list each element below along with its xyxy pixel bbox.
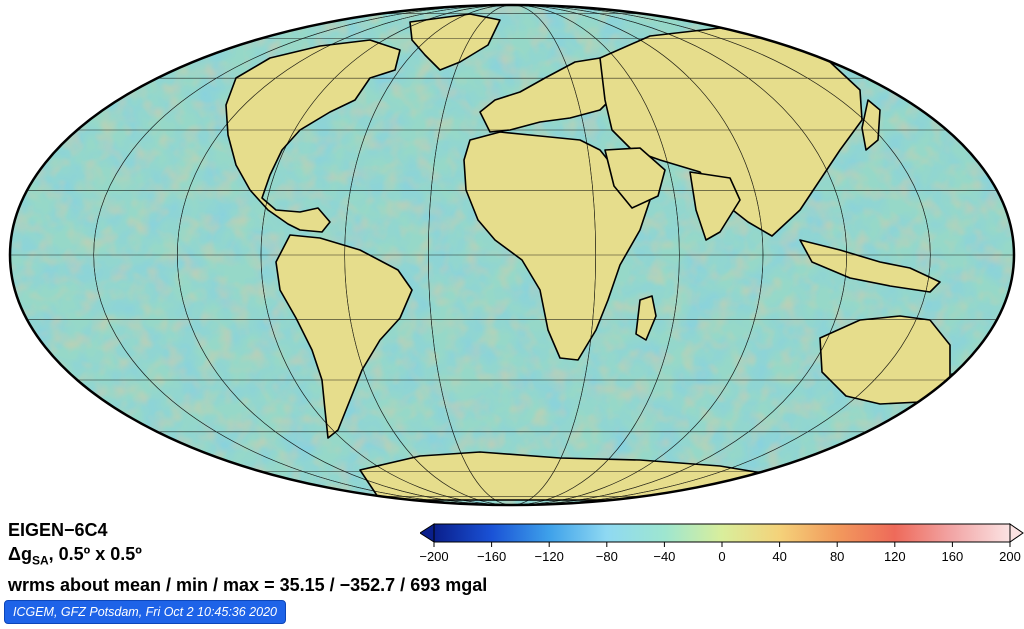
india [689,171,741,241]
madagascar [635,295,657,341]
resolution: , 0.5º x 0.5º [48,544,142,564]
colorbar-tick-label: 80 [830,549,844,564]
quantity-symbol: Δg [8,544,32,564]
quantity-line: ΔgSA, 0.5º x 0.5º [8,542,487,573]
colorbar-low-arrow [420,523,435,543]
north-america [225,39,401,233]
statistics: wrms about mean / min / max = 35.15 / −3… [8,574,488,595]
colorbar-high-arrow [1009,523,1024,543]
colorbar-ticks: −200 −160 −120 −80 −40 0 40 80 120 160 200 [420,542,1021,564]
colorbar-tick-label: −160 [477,549,506,564]
colorbar-tick-label: −120 [535,549,564,564]
colorbar-tick-label: 40 [772,549,786,564]
colorbar-tick-label: 160 [942,549,964,564]
colorbar-tick-label: −40 [653,549,675,564]
colorbar-tick-label: 120 [884,549,906,564]
colorbar-tick-label: 200 [999,549,1021,564]
greenland [409,13,501,71]
quantity-subscript: SA [31,553,49,568]
indonesia [799,239,941,293]
info-block: EIGEN−6C4 ΔgSA, 0.5º x 0.5º wrms about m… [8,518,487,597]
colorbar: −200 −160 −120 −80 −40 0 40 80 120 160 200 [420,523,1024,564]
credit-badge: ICGEM, GFZ Potsdam, Fri Oct 2 10:45:36 2… [4,600,286,624]
arabia [604,147,666,209]
gravity-anomaly-map [8,3,1016,507]
graticule [10,5,1014,505]
model-name: EIGEN−6C4 [8,520,108,540]
south-america [275,234,413,439]
colorbar-tick-label: −80 [596,549,618,564]
map-border [8,3,1016,507]
colorbar-tick-label: 0 [718,549,725,564]
japan [861,99,881,151]
colorbar-tick-label: −200 [420,549,449,564]
colorbar-gradient [433,523,1011,543]
